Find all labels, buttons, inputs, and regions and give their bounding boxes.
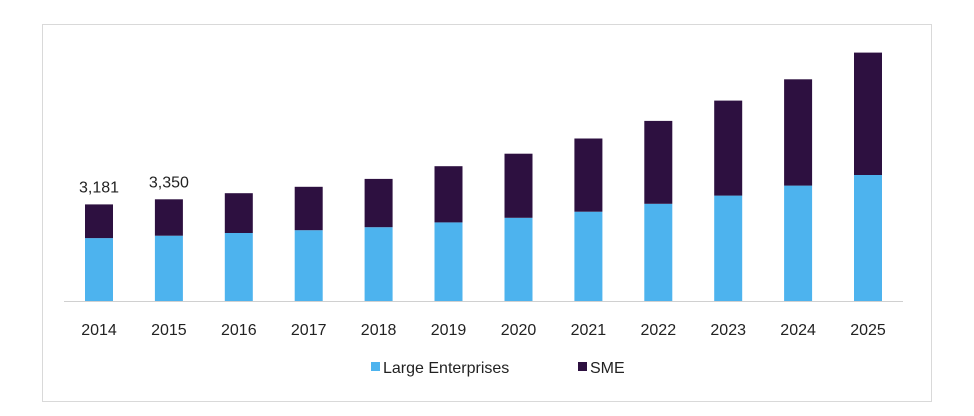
x-tick-label-2016: 2016 — [221, 322, 257, 339]
chart-frame — [42, 24, 932, 402]
bar-sme-2016 — [224, 193, 253, 233]
bar-sme-2020 — [504, 153, 533, 218]
bar-large-enterprises-2024 — [784, 185, 813, 301]
x-tick-labels: 2014 2015 2016 2017 2018 2019 2020 2021 2022 2023… — [81, 322, 886, 339]
bar-large-enterprises-2016 — [224, 233, 253, 301]
x-tick-label-2015: 2015 — [151, 322, 187, 339]
data-label-2014: 3,181 — [79, 179, 119, 196]
data-labels: 3,181 3,350 — [79, 174, 189, 196]
bar-large-enterprises-2015 — [154, 235, 183, 301]
bar-large-enterprises-2014 — [85, 238, 113, 301]
bar-sme-2014 — [85, 204, 113, 239]
bar-sme-2019 — [434, 166, 463, 223]
x-tick-label-2023: 2023 — [710, 322, 746, 339]
bar-large-enterprises-2022 — [644, 203, 673, 301]
legend-label-sme: SME — [590, 360, 625, 377]
bar-sme-2021 — [574, 138, 603, 212]
x-tick-label-2014: 2014 — [81, 322, 117, 339]
bar-large-enterprises-2019 — [434, 222, 463, 301]
bar-sme-2022 — [644, 120, 673, 204]
x-tick-label-2025: 2025 — [850, 322, 886, 339]
legend-swatch-sme — [578, 362, 587, 371]
x-tick-label-2020: 2020 — [501, 322, 537, 339]
x-tick-label-2019: 2019 — [431, 322, 467, 339]
bar-sme-2025 — [854, 52, 882, 175]
legend-swatch-large-enterprises — [371, 362, 380, 371]
bar-sme-2018 — [364, 178, 393, 228]
bar-large-enterprises-2025 — [854, 175, 882, 301]
legend: Large Enterprises SME — [371, 360, 625, 377]
legend-label-large-enterprises: Large Enterprises — [383, 360, 509, 377]
bar-sme-2024 — [784, 79, 813, 186]
bar-large-enterprises-2023 — [714, 195, 743, 301]
x-tick-label-2018: 2018 — [361, 322, 397, 339]
bar-sme-2017 — [294, 186, 323, 231]
x-tick-label-2024: 2024 — [780, 322, 816, 339]
x-tick-label-2021: 2021 — [571, 322, 607, 339]
bar-large-enterprises-2017 — [294, 230, 323, 301]
bars-layer — [85, 52, 882, 301]
bar-large-enterprises-2018 — [364, 227, 393, 301]
x-tick-label-2017: 2017 — [291, 322, 327, 339]
bar-sme-2015 — [154, 199, 183, 236]
bar-sme-2023 — [714, 100, 743, 196]
x-tick-label-2022: 2022 — [641, 322, 677, 339]
data-label-2015: 3,350 — [149, 174, 189, 191]
bar-large-enterprises-2020 — [504, 217, 533, 301]
bar-large-enterprises-2021 — [574, 211, 603, 301]
